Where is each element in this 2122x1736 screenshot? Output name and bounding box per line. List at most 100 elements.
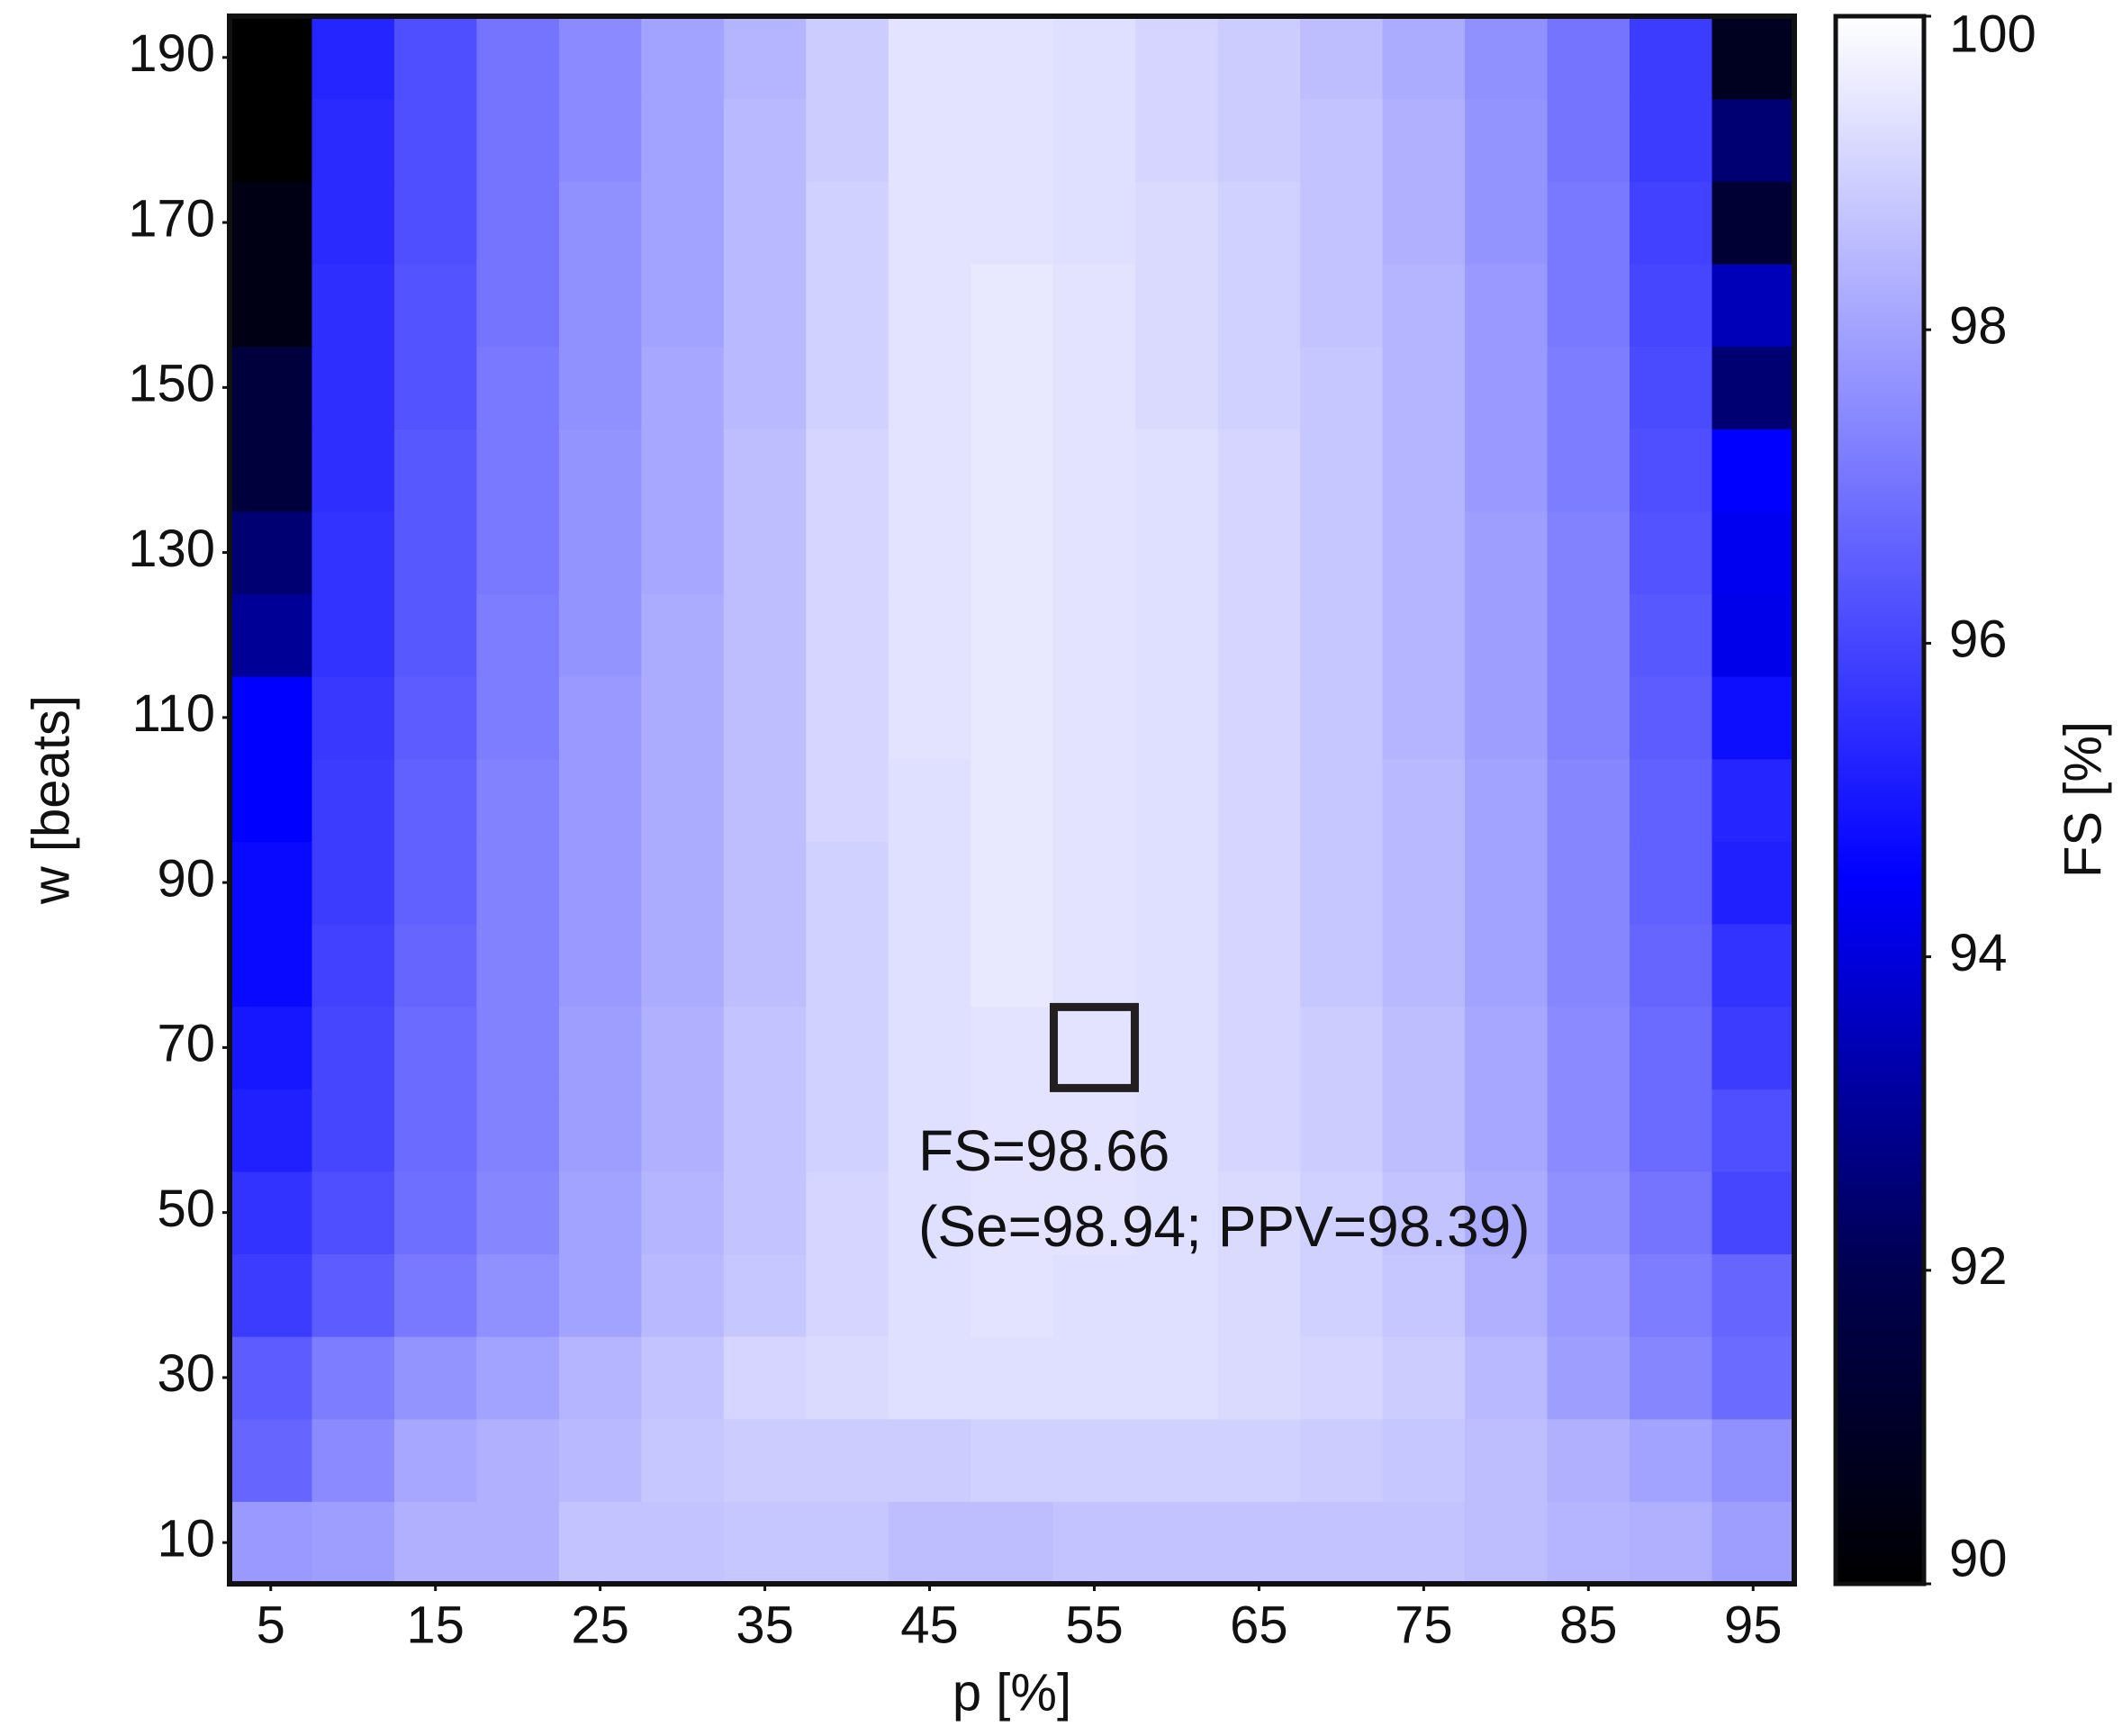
heatmap-cell [1135, 1171, 1219, 1255]
heatmap-cell [1135, 1006, 1219, 1090]
heatmap-cell [641, 181, 725, 265]
heatmap-cell [1135, 429, 1219, 512]
heatmap-cell [1300, 1006, 1384, 1090]
heatmap-cell [393, 1501, 478, 1585]
y-tick-label: 50 [157, 1180, 215, 1238]
heatmap-cell [312, 263, 395, 348]
heatmap-cell [1135, 1501, 1219, 1585]
heatmap-cell [888, 511, 971, 595]
heatmap-cell [1630, 346, 1713, 429]
colorbar-tick-label: 90 [1949, 1529, 2008, 1587]
heatmap-cell [1630, 1253, 1713, 1337]
heatmap-cell [1465, 923, 1549, 1008]
heatmap-cell [1052, 16, 1136, 100]
heatmap-cell [1465, 1253, 1549, 1337]
heatmap-cell [1630, 429, 1713, 512]
heatmap-cell [558, 923, 642, 1008]
heatmap-cell [476, 676, 560, 760]
heatmap-cell [1465, 1501, 1549, 1585]
heatmap-cell [723, 1336, 807, 1420]
heatmap-cell [806, 263, 889, 348]
heatmap-cell [1382, 1418, 1466, 1502]
x-tick-label: 35 [736, 1596, 794, 1654]
heatmap-cell [1052, 98, 1136, 182]
heatmap-cell [1052, 346, 1136, 429]
heatmap-cell [230, 1253, 313, 1337]
x-tick-label: 5 [257, 1596, 285, 1654]
heatmap-cell [312, 511, 395, 595]
heatmap-cell [393, 1253, 478, 1337]
heatmap-cell [476, 758, 560, 842]
heatmap-cell [1135, 841, 1219, 925]
heatmap-cell [1711, 346, 1795, 429]
heatmap-cell [888, 346, 971, 429]
heatmap-cell [558, 1418, 642, 1502]
heatmap-cell [558, 346, 642, 429]
heatmap-cell [888, 1501, 971, 1585]
heatmap-cell [971, 1336, 1054, 1420]
heatmap-cell [1217, 593, 1301, 677]
heatmap-cell [971, 511, 1054, 595]
heatmap-cell [312, 923, 395, 1008]
heatmap-cell [1300, 1171, 1384, 1255]
heatmap-cell [558, 1336, 642, 1420]
heatmap-cell [558, 181, 642, 265]
heatmap-cell [312, 593, 395, 677]
heatmap-cell [971, 1501, 1054, 1585]
heatmap-cell [723, 1418, 807, 1502]
heatmap-cell [806, 429, 889, 512]
heatmap-cell [641, 1253, 725, 1337]
heatmap-cell [641, 593, 725, 677]
heatmap-cell [1630, 98, 1713, 182]
heatmap-cell [476, 263, 560, 348]
heatmap-cell [641, 98, 725, 182]
heatmap-cell [1711, 429, 1795, 512]
heatmap-cell [312, 346, 395, 429]
heatmap-cell [806, 1006, 889, 1090]
heatmap-cell [723, 1089, 807, 1172]
heatmap-cell [723, 429, 807, 512]
heatmap-cell [1300, 181, 1384, 265]
heatmap-cell [641, 511, 725, 595]
heatmap-cell [806, 1171, 889, 1255]
heatmap-cell [1711, 1418, 1795, 1502]
heatmap-cell [1300, 676, 1384, 760]
heatmap-cell [1217, 1418, 1301, 1502]
y-tick-label: 90 [157, 849, 215, 908]
heatmap-cell [1630, 1501, 1713, 1585]
heatmap-cell [476, 1006, 560, 1090]
heatmap-cell [1300, 98, 1384, 182]
heatmap-cell [1465, 841, 1549, 925]
heatmap-cell [393, 1006, 478, 1090]
heatmap-cell [723, 1006, 807, 1090]
heatmap-cell [1630, 1336, 1713, 1420]
heatmap-cell [1547, 1336, 1630, 1420]
heatmap-cell [1217, 758, 1301, 842]
heatmap-cell [1547, 181, 1630, 265]
heatmap-cell [558, 16, 642, 100]
heatmap-cell [1711, 1336, 1795, 1420]
heatmap-cell [1052, 1006, 1136, 1090]
heatmap-cell [806, 841, 889, 925]
heatmap-cell [971, 923, 1054, 1008]
heatmap-cell [393, 1336, 478, 1420]
heatmap-cell [971, 1006, 1054, 1090]
heatmap-cell [723, 181, 807, 265]
heatmap-cell [723, 676, 807, 760]
heatmap-cell [1382, 841, 1466, 925]
heatmap-cell [1465, 1171, 1549, 1255]
heatmap-cell [1711, 758, 1795, 842]
heatmap-cell [641, 16, 725, 100]
y-tick-label: 190 [128, 24, 215, 83]
heatmap-cell [1135, 511, 1219, 595]
heatmap-cell [1217, 346, 1301, 429]
heatmap-cell [312, 16, 395, 100]
heatmap-cell [1217, 16, 1301, 100]
heatmap-cell [230, 841, 313, 925]
heatmap-cell [393, 841, 478, 925]
heatmap-cell [971, 98, 1054, 182]
heatmap-cell [1217, 98, 1301, 182]
heatmap-cell [1217, 1253, 1301, 1337]
heatmap-cell [1465, 511, 1549, 595]
